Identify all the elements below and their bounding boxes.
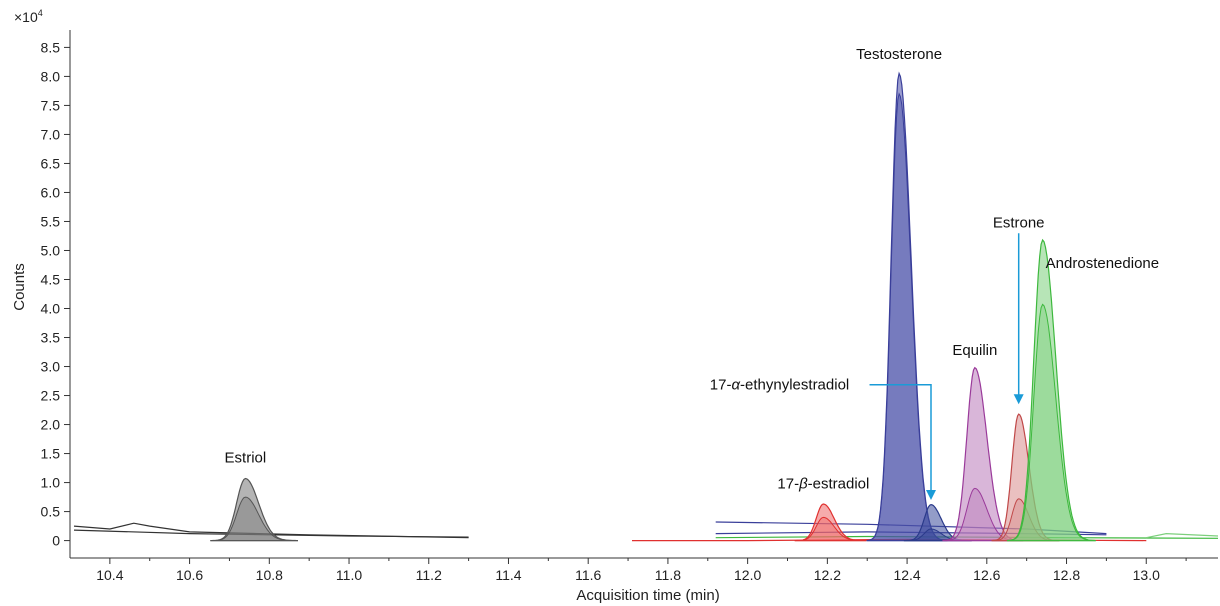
- axes-layer: 0 0.5 1.0 1.5 2.0 2.5 3.0 3.5 4.0 4.5 5.0 5.5 6.0 6.5…: [11, 8, 1218, 604]
- x-ticks: 10.4 10.6 10.8 11.0 11.2 11.4 11.6 11.8 12.0 12.2…: [96, 558, 1187, 583]
- 17-estradiol-secondary-peak: [794, 516, 867, 542]
- 17-x-estradiol-label: 17-β-estradiol: [777, 475, 869, 492]
- y-tick-label: 0.5: [41, 504, 61, 520]
- x-tick-label: 11.6: [575, 567, 601, 583]
- y-tick-label: 0: [52, 533, 60, 549]
- y-tick-label: 6.5: [41, 155, 61, 171]
- 17-x-ethynylestradiol-arrow-line: [869, 383, 932, 492]
- testosterone-label: Testosterone: [856, 46, 942, 63]
- y-tick-label: 3.5: [41, 330, 61, 346]
- androstenedione-label: Androstenedione: [1046, 255, 1159, 272]
- y-axis-title: Counts: [11, 263, 28, 311]
- green-tail-trace: [1146, 532, 1219, 539]
- y-tick-label: 2.5: [41, 388, 61, 404]
- x-tick-label: 11.2: [416, 567, 442, 583]
- androstenedione-secondary-peak: [1007, 303, 1096, 542]
- estriol-baseline-trace: [73, 522, 469, 539]
- y-multiplier-label: ×104: [14, 8, 43, 25]
- y-tick-label: 4.5: [41, 271, 61, 287]
- x-tick-label: 13.0: [1133, 567, 1160, 583]
- estriol-label: Estriol: [225, 449, 267, 466]
- x-tick-label: 11.8: [655, 567, 681, 583]
- x-tick-label: 10.4: [96, 567, 123, 583]
- annotations-layer: Estriol 17-β-estradiol Testosterone 17-α-et…: [225, 46, 1159, 500]
- y-tick-label: 5.0: [41, 242, 61, 258]
- x-tick-label: 10.6: [176, 567, 203, 583]
- y-tick-label: 5.5: [41, 213, 61, 229]
- y-ticks: 0 0.5 1.0 1.5 2.0 2.5 3.0 3.5 4.0 4.5 5.0 5.5 6.0 6.5…: [41, 39, 70, 549]
- estrone-arrow-head: [1013, 394, 1024, 405]
- y-tick-label: 7.0: [41, 126, 61, 142]
- x-tick-label: 12.8: [1053, 567, 1080, 583]
- peaks-layer: [210, 71, 1096, 542]
- x-tick-label: 12.4: [893, 567, 920, 583]
- x-tick-label: 11.4: [495, 567, 521, 583]
- y-tick-label: 2.0: [41, 417, 61, 433]
- equilin-label: Equilin: [952, 342, 997, 359]
- x-tick-label: 11.0: [336, 567, 362, 583]
- y-tick-label: 8.0: [41, 68, 61, 84]
- y-tick-label: 3.0: [41, 359, 61, 375]
- estrone-label: Estrone: [993, 214, 1045, 231]
- estriol-secondary-peak: [210, 496, 298, 542]
- y-tick-label: 6.0: [41, 184, 61, 200]
- 17-x-ethynylestradiol-arrow-head: [926, 489, 936, 500]
- y-tick-label: 1.5: [41, 446, 61, 462]
- y-tick-label: 7.5: [41, 97, 61, 113]
- 17-x-ethynylestradiol-label: 17-α-ethynylestradiol: [710, 377, 849, 394]
- y-tick-label: 1.0: [41, 475, 61, 491]
- x-tick-label: 12.0: [734, 567, 761, 583]
- x-tick-label: 12.6: [973, 567, 1000, 583]
- x-tick-label: 12.2: [814, 567, 841, 583]
- y-tick-label: 8.5: [41, 39, 61, 55]
- y-tick-label: 4.0: [41, 301, 61, 317]
- x-tick-label: 10.8: [256, 567, 283, 583]
- x-axis-title: Acquisition time (min): [576, 587, 719, 604]
